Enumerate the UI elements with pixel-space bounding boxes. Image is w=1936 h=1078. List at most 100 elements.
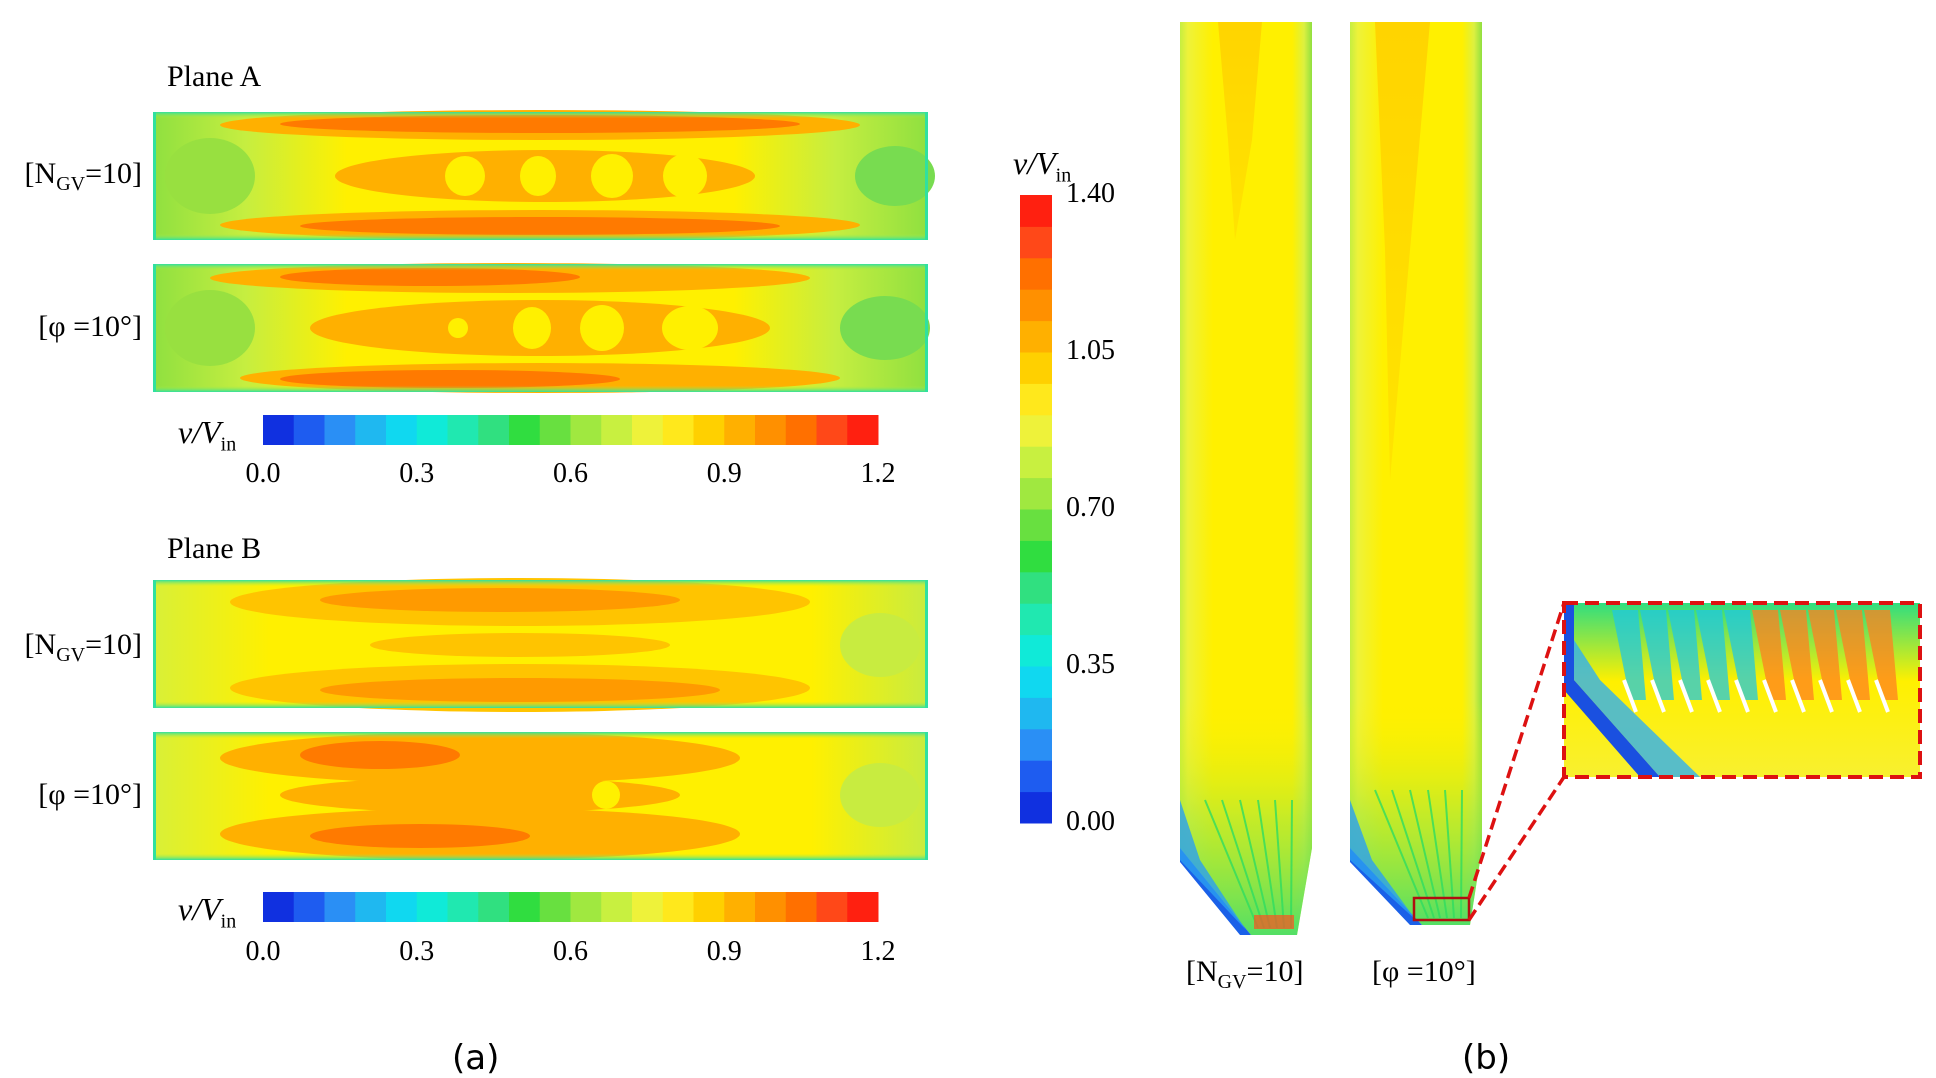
zoom-line-lower — [1467, 776, 1566, 921]
colorbar-swatch — [601, 892, 633, 922]
colorbar-swatch — [1020, 257, 1052, 290]
inset-wake — [1836, 610, 1870, 700]
colorbar-swatch — [1020, 352, 1052, 384]
colorbar-swatch — [816, 415, 848, 445]
colorbar-b — [1020, 195, 1052, 824]
row-label-plane-b-phi: [φ =10°] — [38, 778, 142, 811]
colorbar-b-tick-label: 1.05 — [1066, 335, 1115, 366]
contour-plane-b-phi10 — [153, 732, 928, 860]
channel-label-ngv: [NGV=10] — [1186, 955, 1304, 993]
colorbar-swatch — [755, 415, 787, 445]
colorbar-swatch — [1020, 540, 1052, 573]
colorbar-swatch — [293, 892, 325, 922]
colorbar-a-top-tick-label: 0.6 — [553, 458, 588, 489]
colorbar-swatch — [847, 415, 879, 445]
colorbar-swatch — [662, 415, 694, 445]
colorbar-swatch — [1020, 571, 1052, 604]
colorbar-swatch — [478, 892, 510, 922]
zoom-box — [1412, 896, 1471, 922]
inset-wake — [1640, 610, 1674, 700]
colorbar-b-label: v/Vin — [1013, 145, 1072, 187]
colorbar-swatch — [1020, 289, 1052, 322]
inset-wake — [1612, 610, 1646, 700]
colorbar-swatch — [1020, 414, 1052, 447]
colorbar-swatch — [693, 892, 725, 922]
inset-wake — [1668, 610, 1702, 700]
colorbar-a-top-tick-label: 0.3 — [399, 458, 435, 489]
colorbar-a-bottom-tick-label: 0.0 — [245, 936, 281, 967]
colorbar-a-top-tick-label: 1.2 — [860, 458, 896, 489]
colorbar-swatch — [570, 415, 602, 445]
inset-vane — [1706, 679, 1722, 713]
colorbar-swatch — [447, 892, 479, 922]
inset-wake — [1864, 610, 1898, 700]
contour-plane-a-ngv10 — [153, 110, 935, 240]
colorbar-b-tick-label: 0.70 — [1066, 492, 1115, 523]
colorbar-swatch — [693, 415, 725, 445]
colorbar-swatch — [386, 415, 418, 445]
plane-b-title: Plane B — [167, 532, 262, 565]
colorbar-swatch — [601, 415, 633, 445]
channel-phi10 — [1350, 22, 1482, 925]
colorbar-a-top — [263, 415, 879, 445]
colorbar-swatch — [416, 892, 448, 922]
colorbar-a-bottom-tick-label: 1.2 — [860, 936, 896, 967]
inset-vane — [1622, 679, 1638, 713]
colorbar-swatch — [1020, 634, 1052, 667]
inset-vane — [1846, 679, 1862, 713]
colorbar-swatch — [1020, 760, 1052, 793]
colorbar-a-bottom-tick-label: 0.3 — [399, 936, 435, 967]
colorbar-swatch — [1020, 446, 1052, 479]
colorbar-swatch — [785, 892, 817, 922]
channel-label-phi: [φ =10°] — [1372, 955, 1476, 988]
caption-a: (a) — [452, 1038, 500, 1078]
colorbar-swatch — [724, 415, 756, 445]
colorbar-swatch — [539, 892, 571, 922]
colorbar-swatch — [1020, 728, 1052, 761]
colorbar-swatch — [724, 892, 756, 922]
colorbar-a-top-tick-label: 0.9 — [706, 458, 742, 489]
colorbar-a-bottom-tick-label: 0.6 — [553, 936, 588, 967]
colorbar-swatch — [324, 415, 356, 445]
inset-vane — [1734, 679, 1750, 713]
colorbar-swatch — [539, 415, 571, 445]
inset-vane — [1790, 679, 1806, 713]
colorbar-swatch — [1020, 791, 1052, 824]
colorbar-swatch — [755, 892, 787, 922]
colorbar-swatch — [509, 415, 541, 445]
colorbar-swatch — [1020, 697, 1052, 730]
colorbar-swatch — [1020, 195, 1052, 227]
colorbar-a-bottom — [263, 892, 879, 922]
row-label-plane-b-ngv: [NGV=10] — [24, 628, 142, 666]
colorbar-a-top-tick-label: 0.0 — [245, 458, 281, 489]
colorbar-swatch — [263, 892, 295, 922]
inset-vane — [1762, 679, 1778, 713]
inset-vane — [1818, 679, 1834, 713]
colorbar-swatch — [570, 892, 602, 922]
caption-b: (b) — [1462, 1038, 1511, 1078]
colorbar-swatch — [662, 892, 694, 922]
colorbar-swatch — [509, 892, 541, 922]
contour-plane-a-phi10 — [153, 263, 930, 393]
colorbar-swatch — [1020, 383, 1052, 416]
row-label-plane-a-ngv: [NGV=10] — [24, 157, 142, 195]
inset-vane — [1678, 679, 1694, 713]
inset-vane — [1650, 679, 1666, 713]
colorbar-b-tick-label: 0.35 — [1066, 649, 1115, 680]
inset-vane — [1874, 679, 1890, 713]
contour-plane-b-ngv10 — [153, 578, 928, 712]
colorbar-swatch — [355, 892, 387, 922]
colorbar-b-tick-label: 0.00 — [1066, 806, 1115, 837]
colorbar-swatch — [355, 415, 387, 445]
inset-wake — [1696, 610, 1730, 700]
colorbar-swatch — [1020, 226, 1052, 259]
colorbar-swatch — [1020, 509, 1052, 541]
colorbar-a-top-label: v/Vin — [178, 414, 237, 456]
inset-wake — [1780, 610, 1814, 700]
colorbar-swatch — [293, 415, 325, 445]
colorbar-swatch — [324, 892, 356, 922]
zoom-inset — [1562, 601, 1922, 779]
zoom-line-upper — [1467, 602, 1566, 899]
colorbar-a-bottom-label: v/Vin — [178, 891, 237, 933]
